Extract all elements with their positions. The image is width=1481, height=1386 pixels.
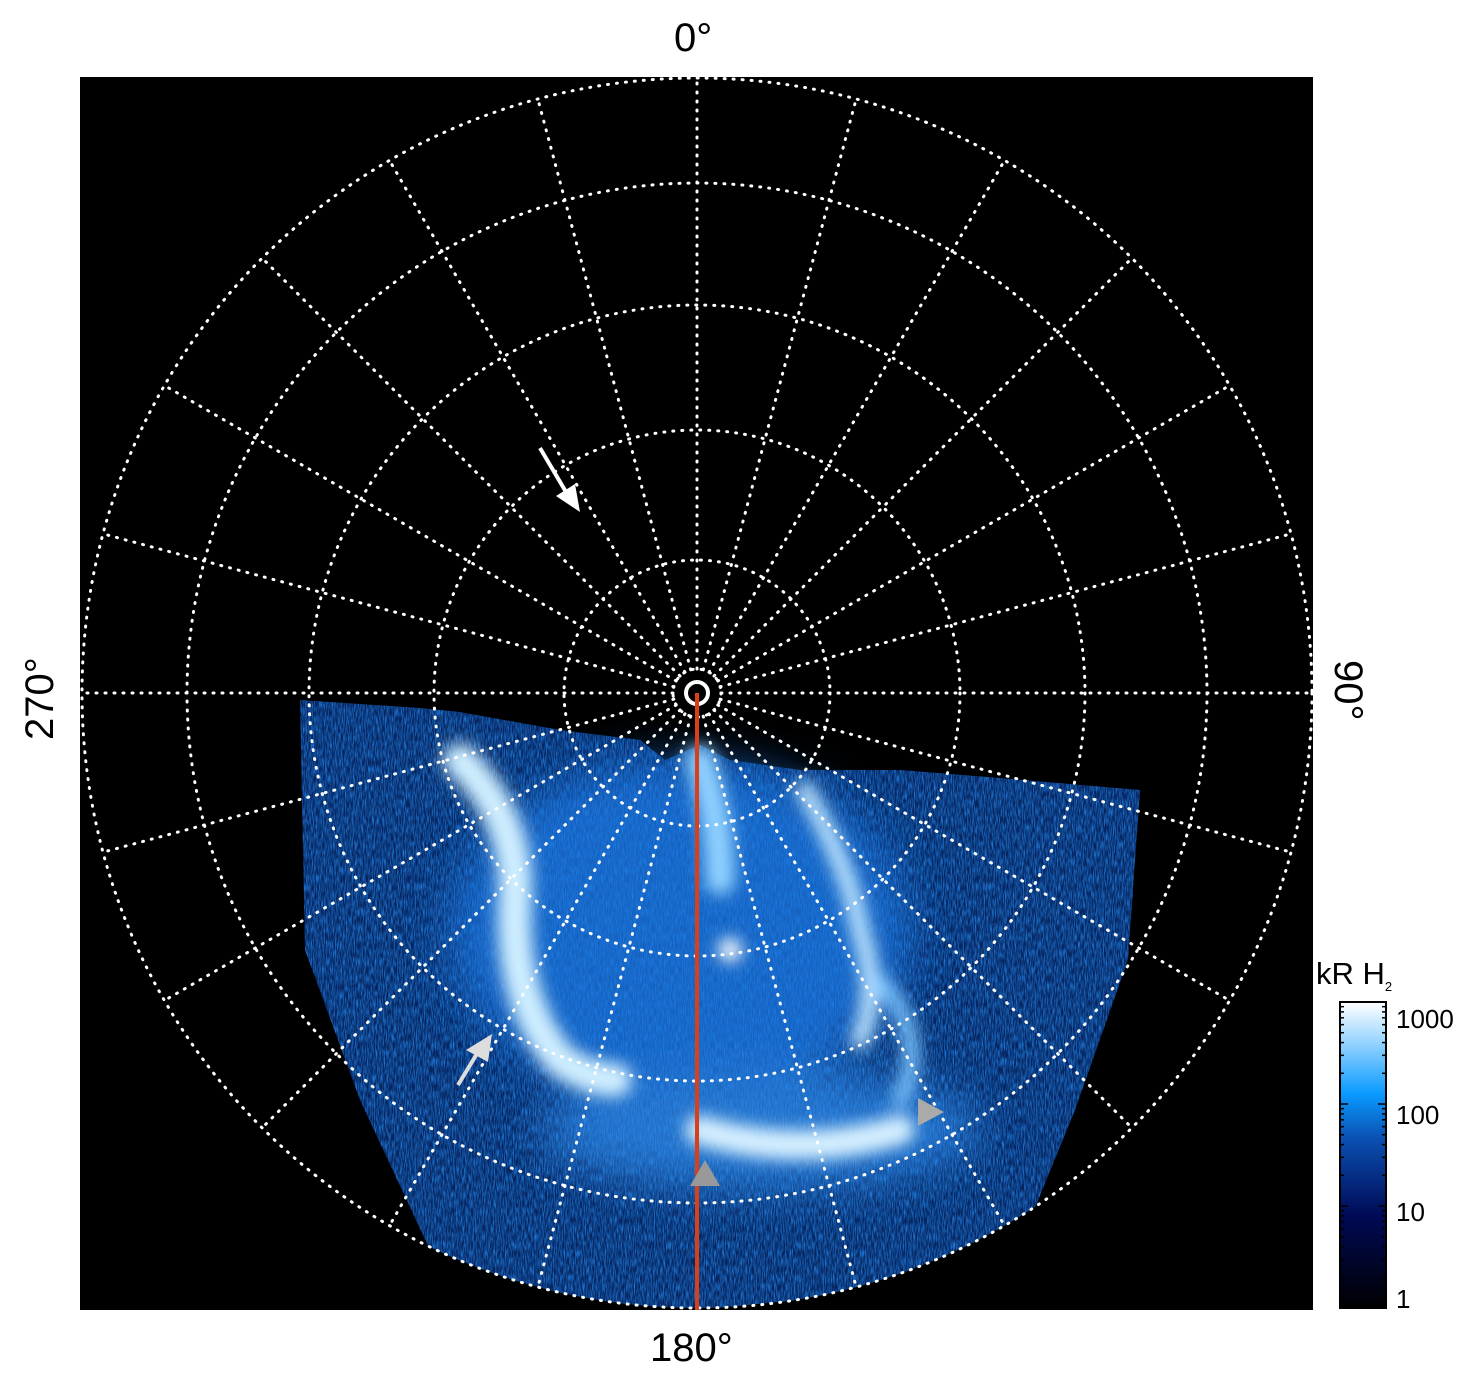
label-90deg: 90°	[1326, 660, 1370, 721]
white-arrow	[538, 446, 580, 512]
meridian-gridline	[162, 384, 678, 683]
meridian-gridline	[716, 703, 1232, 1002]
colorbar-title: kR H2	[1316, 956, 1392, 994]
colorbar	[1339, 1001, 1387, 1309]
triangle-marker-up	[690, 1160, 720, 1186]
latitude-circle	[80, 77, 1313, 1310]
arrow-head-icon	[466, 1034, 492, 1062]
colorbar-tick-100: 100	[1396, 1100, 1440, 1130]
gray-arrow	[456, 1034, 492, 1087]
colorbar-tick-10: 10	[1396, 1197, 1425, 1227]
meridian-gridline	[260, 708, 682, 1130]
meridian-gridline	[162, 703, 678, 1002]
meridian-gridline	[718, 697, 1293, 854]
colorbar-gradient	[1339, 1001, 1387, 1309]
triangle-marker-right	[918, 1098, 944, 1126]
colorbar-title-text: kR H	[1316, 956, 1385, 991]
aurora-image	[300, 700, 1140, 1308]
meridian-gridline	[712, 256, 1134, 678]
meridian-gridline	[701, 97, 858, 672]
label-180deg: 180°	[650, 1326, 733, 1370]
meridian-gridline	[707, 158, 1006, 674]
meridian-gridline	[712, 708, 1134, 1130]
arrow-head-icon	[556, 484, 580, 512]
latitude-circle	[307, 303, 1087, 1083]
meridian-gridline	[101, 697, 676, 854]
label-270deg: 270°	[18, 657, 62, 740]
meridian-gridline	[716, 384, 1232, 683]
meridian-gridline	[718, 532, 1293, 689]
meridian-gridline	[536, 97, 693, 672]
colorbar-title-subscript: 2	[1384, 979, 1393, 995]
meridian-gridline	[701, 714, 858, 1289]
label-0deg: 0°	[674, 16, 713, 60]
meridian-gridline	[260, 256, 682, 678]
meridian-gridline	[388, 158, 687, 674]
colorbar-tick-1: 1	[1396, 1284, 1411, 1314]
meridian-gridline	[388, 712, 687, 1228]
coordinate-grid	[80, 77, 1313, 1310]
meridian-gridline	[707, 712, 1006, 1228]
meridian-gridline	[101, 532, 676, 689]
meridian-gridline	[536, 714, 693, 1289]
colorbar-tick-1000: 1000	[1396, 1004, 1454, 1034]
